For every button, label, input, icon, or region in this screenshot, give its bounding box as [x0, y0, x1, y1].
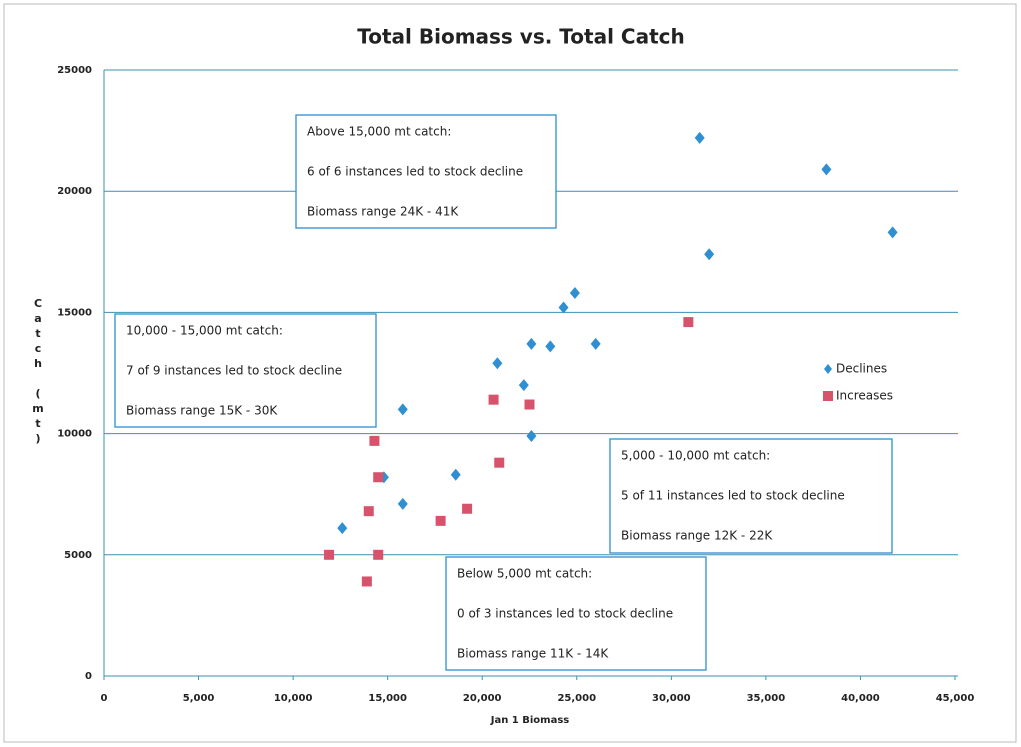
annotation-text: 7 of 9 instances led to stock decline	[126, 364, 342, 378]
annotation-text: Below 5,000 mt catch:	[457, 567, 592, 581]
annotation-box	[114, 313, 377, 428]
annotation-text: Above 15,000 mt catch:	[307, 125, 451, 139]
point	[361, 576, 372, 587]
point	[435, 515, 446, 526]
point	[397, 403, 408, 416]
point	[821, 163, 832, 176]
point	[492, 357, 503, 370]
x-axis-label: Jan 1 Biomass	[490, 715, 570, 726]
y-tick-label: 5000	[64, 550, 92, 561]
point	[518, 379, 529, 392]
x-tick-label: 20,000	[463, 693, 502, 704]
point	[369, 435, 380, 446]
point	[363, 506, 374, 517]
annotation-text: Biomass range 11K - 14K	[457, 647, 609, 661]
annotation-text: 5 of 11 instances led to stock decline	[621, 489, 845, 503]
legend-marker	[824, 364, 832, 374]
x-tick-label: 5,000	[183, 693, 215, 704]
annotation-text: 10,000 - 15,000 mt catch:	[126, 324, 283, 338]
annotation-box	[609, 438, 893, 554]
annotation-box	[295, 114, 557, 229]
point	[694, 131, 705, 144]
y-axis-label: Catch (mt)	[32, 297, 45, 447]
point	[887, 226, 898, 239]
point	[337, 522, 348, 535]
y-tick-label: 20000	[57, 186, 92, 197]
annotation-text: 6 of 6 instances led to stock decline	[307, 165, 523, 179]
point	[373, 549, 384, 560]
y-tick-label: 25000	[57, 65, 92, 76]
point	[526, 430, 537, 443]
point	[545, 340, 556, 353]
y-tick-label: 10000	[57, 429, 92, 440]
point	[450, 468, 461, 481]
point	[324, 549, 335, 560]
x-tick-label: 35,000	[747, 693, 786, 704]
point	[462, 503, 473, 514]
annotation-text: Biomass range 24K - 41K	[307, 205, 459, 219]
x-tick-label: 25,000	[557, 693, 596, 704]
point	[373, 472, 384, 483]
point	[526, 337, 537, 350]
point	[683, 317, 694, 328]
x-tick-label: 10,000	[274, 693, 313, 704]
annotation-box	[445, 556, 707, 671]
point	[704, 248, 715, 261]
point	[558, 301, 569, 314]
x-tick-label: 40,000	[841, 693, 880, 704]
legend-marker	[823, 391, 833, 401]
x-tick-label: 45,000	[936, 693, 975, 704]
annotation-text: Biomass range 12K - 22K	[621, 529, 773, 543]
point	[494, 457, 505, 468]
point	[488, 394, 499, 405]
y-tick-label: 15000	[57, 307, 92, 318]
annotation-text: 5,000 - 10,000 mt catch:	[621, 449, 770, 463]
legend-label: Increases	[836, 389, 893, 403]
x-tick-label: 0	[101, 693, 108, 704]
point	[524, 399, 535, 410]
annotation-text: Biomass range 15K - 30K	[126, 404, 278, 418]
x-tick-label: 15,000	[368, 693, 407, 704]
point	[590, 337, 601, 350]
legend-label: Declines	[836, 362, 887, 376]
annotation-text: 0 of 3 instances led to stock decline	[457, 607, 673, 621]
point	[569, 287, 580, 300]
chart-title: Total Biomass vs. Total Catch	[357, 25, 684, 49]
point	[397, 497, 408, 510]
y-tick-label: 0	[85, 671, 92, 682]
x-tick-label: 30,000	[652, 693, 691, 704]
